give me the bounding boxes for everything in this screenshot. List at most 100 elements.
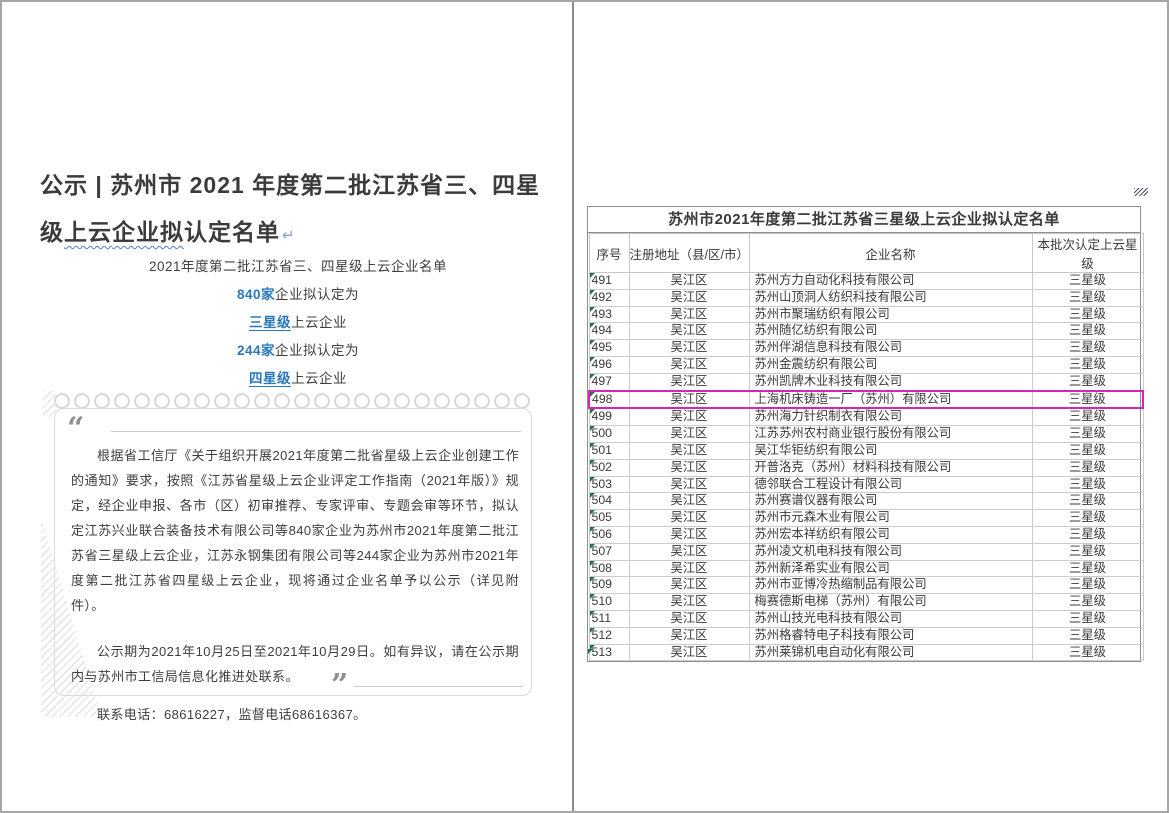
cell-serial-number: 502 [588,458,630,477]
cell-star-rating: 三星级 [1031,372,1144,392]
cell-serial-number: 495 [588,339,630,357]
cell-enterprise-name: 江苏苏州农村商业银行股份有限公司 [748,425,1033,443]
summary-text: 企业拟认定为 [275,287,360,302]
quote-rule [111,431,521,432]
cell-enterprise-name: 苏州金震纺织有限公司 [748,355,1033,374]
cell-serial-number: 511 [588,609,630,628]
page-title: 公示 | 苏州市 2021 年度第二批江苏省三、四星级上云企业拟认定名单 ↵ [40,162,552,259]
cell-enterprise-name: 苏州莱锦机电自动化有限公司 [748,643,1033,662]
cell-serial-number: 497 [588,372,630,392]
cell-registered-address: 吴江区 [628,475,750,494]
summary-text: 上云企业 [291,315,347,330]
cell-serial-number: 496 [588,355,630,374]
cell-serial-number: 510 [588,593,630,611]
excel-green-triangle-icon [590,374,595,379]
excel-green-triangle-icon [590,645,595,650]
cell-star-rating: 三星级 [1031,576,1144,595]
excel-green-triangle-icon [591,392,595,397]
table-row: 501 吴江区 吴江华钜纺织有限公司 三星级 [588,441,1144,460]
cell-registered-address: 吴江区 [628,593,750,611]
cell-serial-number: 509 [588,576,630,595]
cell-star-rating: 三星级 [1031,626,1144,645]
excel-green-triangle-icon [590,409,595,415]
cell-enterprise-name: 梅赛德斯电梯（苏州）有限公司 [748,593,1033,611]
close-quote-icon: ” [331,668,349,703]
cell-enterprise-name: 苏州山技光电科技有限公司 [748,609,1033,628]
excel-green-triangle-icon [590,561,595,566]
publicity-period-paragraph: 公示期为2021年10月25日至2021年10月29日。如有异议，请在公示期内与… [71,644,519,684]
cell-registered-address: 吴江区 [628,492,750,511]
title-spellcheck-wavy: 上云 [64,219,112,245]
excel-green-triangle-icon [590,357,595,362]
excel-green-triangle-icon [590,426,595,432]
announcement-page: 公示 | 苏州市 2021 年度第二批江苏省三、四星级上云企业拟认定名单 ↵ 20… [2,2,572,811]
table-row: 505 吴江区 苏州市元森木业有限公司 三星级 [588,509,1144,527]
cell-star-rating: 三星级 [1031,643,1144,662]
enterprise-list: 序号 注册地址（县/区/市） 企业名称 本批次认定上云星级 491 吴江区 苏州… [588,233,1144,662]
cell-serial-number: 506 [588,525,630,544]
cell-registered-address: 吴江区 [628,355,750,374]
excel-green-triangle-icon [590,307,595,312]
cell-star-rating: 三星级 [1031,425,1144,443]
cell-enterprise-name: 苏州赛谱仪器有限公司 [748,492,1033,511]
cell-star-rating: 三星级 [1031,542,1144,561]
cell-registered-address: 吴江区 [628,626,750,645]
excel-green-triangle-icon [590,594,595,600]
table-row: 513 吴江区 苏州莱锦机电自动化有限公司 三星级 [588,643,1144,662]
cell-enterprise-name: 苏州新泽希实业有限公司 [748,559,1033,578]
header-registered-address: 注册地址（县/区/市） [628,233,750,273]
quote-close-row: ” [331,668,523,703]
paragraph-return-mark: ↵ [282,227,296,244]
cell-serial-number: 499 [588,407,630,427]
quote-body: 根据省工信厅《关于组织开展2021年度第二批省星级上云企业创建工作的通知》要求，… [55,409,531,727]
scallop-border-decoration [52,392,534,409]
cell-registered-address: 吴江区 [628,441,750,460]
cell-enterprise-name: 苏州凌文机电科技有限公司 [748,542,1033,561]
enterprise-table: 苏州市2021年度第二批江苏省三星级上云企业拟认定名单 序号 注册地址（县/区/… [587,206,1144,663]
cell-registered-address: 吴江区 [628,509,750,527]
cell-enterprise-name: 苏州方力自动化科技有限公司 [748,272,1033,290]
cell-star-rating: 三星级 [1031,458,1144,477]
table-row-highlighted: 498 吴江区 上海机床铸造一厂（苏州）有限公司 三星级 [588,389,1144,410]
cell-enterprise-name: 苏州伴湖信息科技有限公司 [748,339,1033,357]
cell-serial-number: 500 [588,425,630,443]
table-row: 503 吴江区 德邻联合工程设计有限公司 三星级 [588,475,1144,494]
cell-enterprise-name: 苏州市亚博冷热缩制品有限公司 [748,576,1033,595]
excel-green-triangle-icon [590,290,595,295]
open-quote-icon: “ [67,411,85,446]
table-row: 495 吴江区 苏州伴湖信息科技有限公司 三星级 [588,339,1144,357]
excel-green-triangle-icon [590,493,595,499]
contact-phone-paragraph: 联系电话：68616227，监督电话68616367。 [97,707,367,722]
summary-emphasis: 三星级 [249,315,291,330]
table-row: 499 吴江区 苏州海力针织制衣有限公司 三星级 [588,407,1144,427]
summary-text: 2021年度第二批江苏省三、四星级上云企业名单 [148,259,448,274]
excel-green-triangle-icon [590,544,595,549]
excel-green-triangle-icon [590,340,595,346]
cell-serial-number: 505 [588,509,630,527]
summary-text: 上云企业 [291,371,347,386]
cell-enterprise-name: 苏州随亿纺织有限公司 [748,322,1033,341]
table-row: 508 吴江区 苏州新泽希实业有限公司 三星级 [588,559,1144,578]
summary-line: 244家企业拟认定为 [42,337,554,365]
summary-line: 840家企业拟认定为 [42,281,554,309]
cell-registered-address: 吴江区 [628,609,750,628]
announcement-paragraph: 根据省工信厅《关于组织开展2021年度第二批省星级上云企业创建工作的通知》要求，… [71,448,519,613]
header-enterprise-name: 企业名称 [748,233,1033,273]
cell-registered-address: 吴江区 [628,407,750,427]
cell-registered-address: 吴江区 [628,339,750,357]
table-row: 497 吴江区 苏州凯牌木业科技有限公司 三星级 [588,372,1144,392]
table-row: 509 吴江区 苏州市亚博冷热缩制品有限公司 三星级 [588,576,1144,595]
excel-green-triangle-icon [590,460,595,465]
cell-registered-address: 吴江区 [628,305,750,324]
summary-text: 企业拟认定为 [275,343,360,358]
cell-star-rating: 三星级 [1031,339,1144,357]
cell-star-rating: 三星级 [1031,492,1144,511]
cell-serial-number: 493 [588,305,630,324]
cell-enterprise-name: 上海机床铸造一厂（苏州）有限公司 [748,389,1033,410]
table-row: 494 吴江区 苏州随亿纺织有限公司 三星级 [588,322,1144,341]
cell-star-rating: 三星级 [1031,475,1144,494]
diagonal-stripes-decoration [43,391,56,417]
cell-serial-number: 504 [588,492,630,511]
table-row: 492 吴江区 苏州山顶洞人纺织科技有限公司 三星级 [588,288,1144,307]
cell-registered-address: 吴江区 [628,425,750,443]
